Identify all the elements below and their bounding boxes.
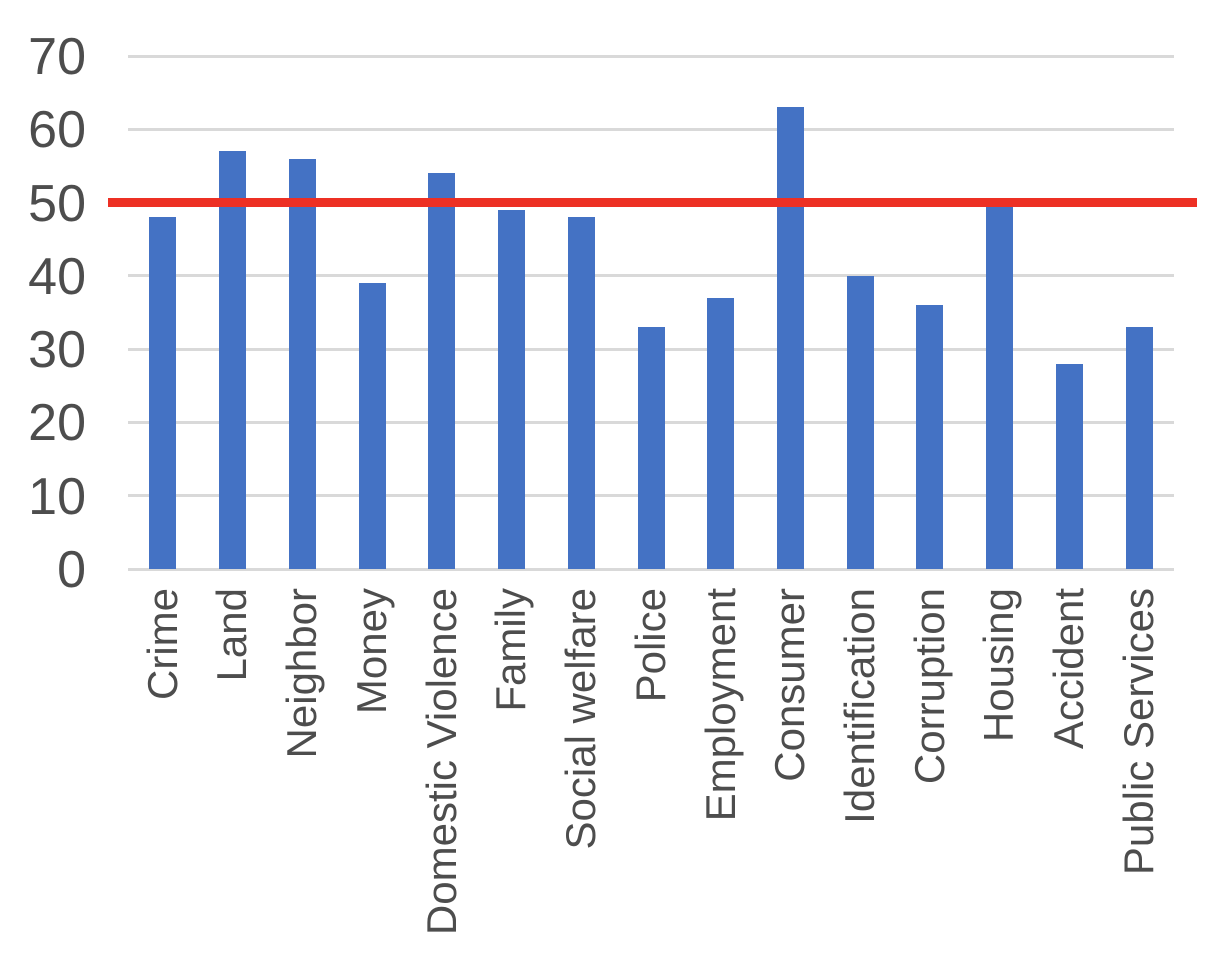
x-label-money: Money [347,588,395,715]
bar-neighbor [288,158,316,569]
x-label-family: Family [487,588,535,712]
x-label-domestic-violence: Domestic Violence [417,588,465,936]
y-tick-label-10: 10 [28,467,86,526]
bar-public-services [1125,327,1153,569]
x-label-accident: Accident [1045,588,1093,750]
bar-social-welfare [567,217,595,569]
bar-consumer [776,107,804,569]
bar-domestic-violence [428,173,456,569]
x-label-neighbor: Neighbor [278,588,326,759]
y-tick-label-70: 70 [28,28,86,86]
x-axis-category-labels: Crime Land Neighbor Money Domestic Violence F… [128,588,1174,972]
y-tick-label-20: 20 [28,394,86,453]
x-label-identification: Identification [835,588,883,824]
y-tick-label-50: 50 [28,174,86,233]
y-tick-label-60: 60 [28,101,86,160]
bar-crime [149,217,177,569]
x-label-crime: Crime [138,588,186,700]
bar-money [358,283,386,569]
x-label-consumer: Consumer [766,588,814,782]
x-label-employment: Employment [696,588,744,822]
x-label-land: Land [208,588,256,682]
gridline-y-60 [128,127,1174,131]
x-label-social-welfare: Social welfare [557,588,605,850]
bar-family [498,209,526,569]
x-label-public-services: Public Services [1114,588,1162,876]
bar-identification [846,275,874,569]
bar-police [637,327,665,569]
gridline-y-70 [128,54,1174,58]
bar-accident [1055,363,1083,569]
x-label-corruption: Corruption [905,588,953,785]
bar-land [219,151,247,569]
y-tick-label-0: 0 [57,541,86,599]
reference-line-50 [108,198,1197,208]
x-label-police: Police [626,588,674,703]
gridline-y-40 [128,274,1174,278]
bar-employment [707,297,735,569]
x-label-housing: Housing [975,588,1023,743]
y-tick-label-40: 40 [28,247,86,306]
y-tick-label-30: 30 [28,321,86,380]
bar-corruption [916,305,944,569]
bar-housing [986,202,1014,569]
gridline-y-0 [128,567,1174,571]
